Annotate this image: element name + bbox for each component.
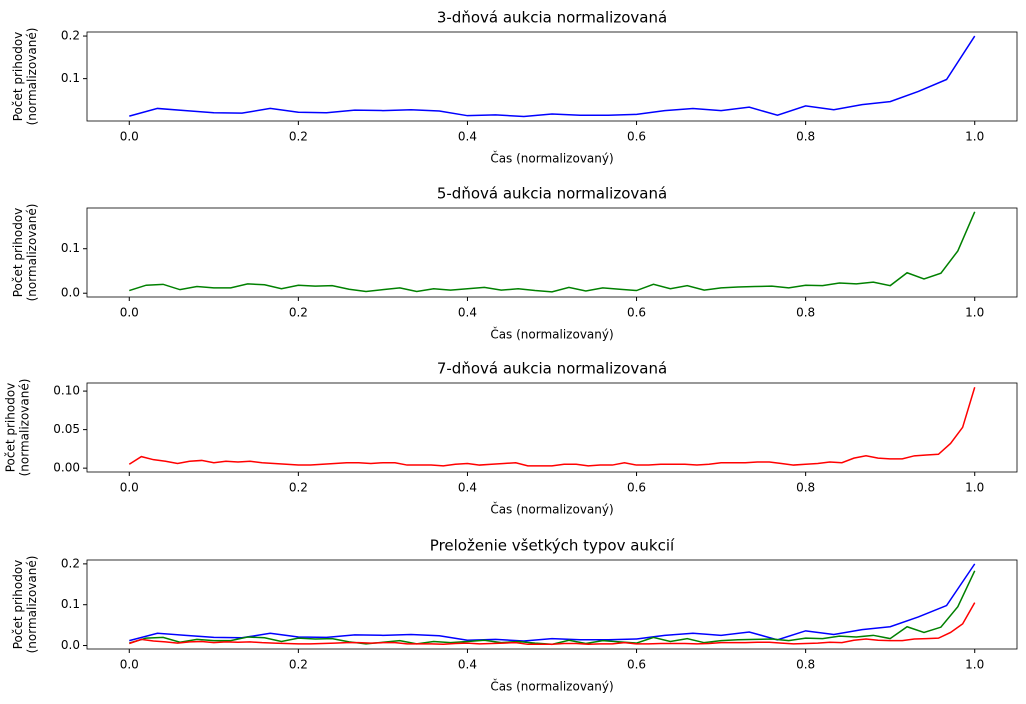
x-tick-label: 0.6 xyxy=(627,130,646,144)
y-tick-label: 0.1 xyxy=(61,71,80,85)
plot-frame xyxy=(86,31,1018,122)
y-tick-label: 0.10 xyxy=(53,384,80,398)
chart-title: 7-dňová aukcia normalizovaná xyxy=(437,360,667,378)
x-tick-label: 0.2 xyxy=(289,481,308,495)
y-tick-label: 0.2 xyxy=(61,556,80,570)
x-tick-label: 0.2 xyxy=(289,306,308,320)
x-tick-label: 0.0 xyxy=(120,306,139,320)
x-tick-label: 0.8 xyxy=(796,481,815,495)
x-axis-label: Čas (normalizovaný) xyxy=(490,327,613,342)
y-tick-label: 0.0 xyxy=(61,286,80,300)
x-tick-label: 0.4 xyxy=(458,658,477,672)
x-tick-label: 0.0 xyxy=(120,481,139,495)
data-line xyxy=(129,570,976,646)
x-tick-label: 0.2 xyxy=(289,130,308,144)
y-tick-label: 0.00 xyxy=(53,461,80,475)
x-tick-label: 0.0 xyxy=(120,130,139,144)
y-axis-label: (normalizované) xyxy=(25,204,39,302)
data-line xyxy=(129,211,976,293)
x-tick-label: 0.8 xyxy=(796,658,815,672)
y-axis-label: (normalizované) xyxy=(25,28,39,126)
x-tick-label: 1.0 xyxy=(965,658,984,672)
x-tick-label: 0.8 xyxy=(796,306,815,320)
plot-frame xyxy=(86,207,1018,298)
data-line xyxy=(129,563,976,642)
x-axis-label: Čas (normalizovaný) xyxy=(490,151,613,166)
chart-title: Preloženie všetkých typov aukcií xyxy=(430,537,675,555)
chart-title: 5-dňová aukcia normalizovaná xyxy=(437,185,667,203)
data-line xyxy=(129,602,976,646)
x-tick-label: 0.4 xyxy=(458,306,477,320)
x-tick-label: 0.2 xyxy=(289,658,308,672)
x-tick-label: 1.0 xyxy=(965,306,984,320)
x-tick-label: 0.4 xyxy=(458,481,477,495)
x-tick-label: 1.0 xyxy=(965,481,984,495)
x-tick-label: 0.6 xyxy=(627,481,646,495)
data-line xyxy=(129,35,976,118)
chart-title: 3-dňová aukcia normalizovaná xyxy=(437,9,667,27)
x-tick-label: 0.4 xyxy=(458,130,477,144)
y-tick-label: 0.1 xyxy=(61,241,80,255)
x-tick-label: 0.6 xyxy=(627,658,646,672)
plot-frame xyxy=(86,382,1018,473)
y-tick-label: 0.1 xyxy=(61,597,80,611)
x-axis-label: Čas (normalizovaný) xyxy=(490,502,613,517)
x-tick-label: 1.0 xyxy=(965,130,984,144)
y-axis-label: Počet prihodov xyxy=(11,208,25,298)
data-line xyxy=(128,387,976,467)
x-tick-label: 0.6 xyxy=(627,306,646,320)
y-axis-label: Počet prihodov xyxy=(11,560,25,650)
x-axis-label: Čas (normalizovaný) xyxy=(490,679,613,694)
y-tick-label: 0.05 xyxy=(53,422,80,436)
x-tick-label: 0.0 xyxy=(120,658,139,672)
x-tick-label: 0.8 xyxy=(796,130,815,144)
y-axis-label: (normalizované) xyxy=(25,556,39,654)
y-tick-label: 0.2 xyxy=(61,29,80,43)
y-axis-label: Počet prihodov xyxy=(4,383,18,473)
y-tick-label: 0.0 xyxy=(61,638,80,652)
y-axis-label: (normalizované) xyxy=(18,379,32,477)
y-axis-label: Počet prihodov xyxy=(11,32,25,122)
